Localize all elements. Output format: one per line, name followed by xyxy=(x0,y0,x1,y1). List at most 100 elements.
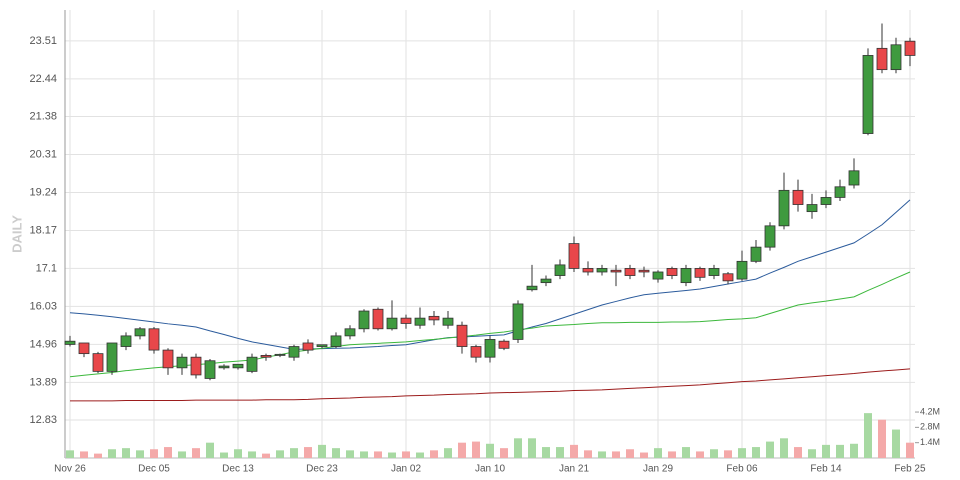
volume-bar xyxy=(416,452,424,458)
volume-bar xyxy=(752,447,760,458)
candle-body xyxy=(190,356,202,376)
volume-bar xyxy=(612,451,620,458)
candle-body xyxy=(316,344,328,347)
candle-body xyxy=(596,268,608,273)
candle-body xyxy=(260,355,272,358)
volume-bar xyxy=(332,448,340,458)
volume-bar xyxy=(794,447,802,458)
x-tick-label: Nov 26 xyxy=(54,464,86,475)
volume-bar xyxy=(836,444,844,458)
volume-bar xyxy=(654,448,662,458)
candle-body xyxy=(176,356,188,369)
volume-bar xyxy=(150,449,158,458)
volume-bar xyxy=(626,449,634,458)
candle-body xyxy=(372,308,384,330)
y-tick-label: 19.24 xyxy=(29,186,57,198)
y-tick-label: 21.38 xyxy=(29,110,57,122)
candle-body xyxy=(218,365,230,369)
volume-bar xyxy=(360,451,368,458)
candle-body xyxy=(652,271,664,280)
volume-bar xyxy=(234,449,242,458)
volume-bar xyxy=(388,452,396,458)
candle-body xyxy=(554,264,566,276)
volume-bar xyxy=(220,452,228,458)
candle-body xyxy=(750,246,762,262)
volume-bar xyxy=(724,450,732,458)
candle-body xyxy=(708,268,720,276)
volume-bar xyxy=(668,451,676,458)
candle-body xyxy=(232,363,244,369)
candle-body xyxy=(778,189,790,227)
candle-body xyxy=(302,342,314,351)
candle-body xyxy=(512,303,524,340)
candle-body xyxy=(484,339,496,358)
candle-body xyxy=(764,225,776,248)
candle-body xyxy=(414,317,426,326)
candle-body xyxy=(78,342,90,355)
candle-body xyxy=(288,346,300,358)
volume-bar xyxy=(136,450,144,458)
volume-bar xyxy=(710,449,718,458)
y-tick-label: 12.83 xyxy=(29,414,57,426)
volume-bar xyxy=(640,452,648,458)
volume-bar xyxy=(850,443,858,458)
y-axis-label: DAILY xyxy=(9,215,24,253)
candle-body xyxy=(582,268,594,273)
x-tick-label: Dec 23 xyxy=(306,464,338,475)
moving-average-line xyxy=(70,368,911,402)
candle-body xyxy=(498,340,510,349)
y-tick-label: 17.1 xyxy=(36,262,57,274)
volume-bar xyxy=(192,448,200,458)
volume-bar xyxy=(430,450,438,458)
candle-body xyxy=(792,189,804,205)
y-tick-label: 18.17 xyxy=(29,224,57,236)
candle-body xyxy=(736,260,748,280)
candle-body xyxy=(680,268,692,284)
candle-body xyxy=(568,243,580,269)
candle-body xyxy=(666,268,678,276)
candle-body xyxy=(120,335,132,347)
candle-body xyxy=(456,324,468,347)
candle-body xyxy=(820,197,832,205)
y-tick-label: 23.51 xyxy=(29,35,57,47)
x-tick-label: Feb 14 xyxy=(810,464,842,475)
candle-body xyxy=(610,269,622,273)
candle-body xyxy=(386,317,398,330)
volume-bar xyxy=(682,447,690,458)
candle-body xyxy=(876,47,888,71)
y2-tick-label: 4.2M xyxy=(920,406,940,416)
volume-bar xyxy=(584,450,592,458)
volume-bar xyxy=(864,413,872,458)
candle-body xyxy=(162,349,174,369)
x-tick-label: Jan 02 xyxy=(391,464,421,475)
volume-bar xyxy=(290,448,298,458)
volume-bar xyxy=(94,453,102,458)
candle-body xyxy=(694,268,706,278)
volume-bar xyxy=(108,449,116,458)
y-tick-label: 16.03 xyxy=(29,300,57,312)
volume-bar xyxy=(164,447,172,458)
volume-bar xyxy=(878,419,886,458)
candle-body xyxy=(540,278,552,284)
y-tick-label: 20.31 xyxy=(29,148,57,160)
volume-bar xyxy=(178,451,186,458)
volume-bar xyxy=(514,438,522,458)
y2-tick-label: 1.4M xyxy=(920,437,940,447)
volume-bar xyxy=(738,448,746,458)
volume-bar xyxy=(822,444,830,458)
volume-bar xyxy=(766,441,774,458)
candle-body xyxy=(526,285,538,291)
volume-bar xyxy=(402,451,410,458)
candle-body xyxy=(624,268,636,276)
candle-body xyxy=(442,317,454,326)
x-tick-label: Jan 10 xyxy=(475,464,505,475)
volume-bar xyxy=(346,450,354,458)
y-tick-label: 14.96 xyxy=(29,338,57,350)
candle-body xyxy=(470,346,482,358)
volume-bar xyxy=(122,448,130,458)
x-tick-label: Dec 05 xyxy=(138,464,170,475)
volume-bar xyxy=(808,449,816,458)
x-tick-label: Dec 13 xyxy=(222,464,254,475)
moving-average-line xyxy=(69,199,911,350)
